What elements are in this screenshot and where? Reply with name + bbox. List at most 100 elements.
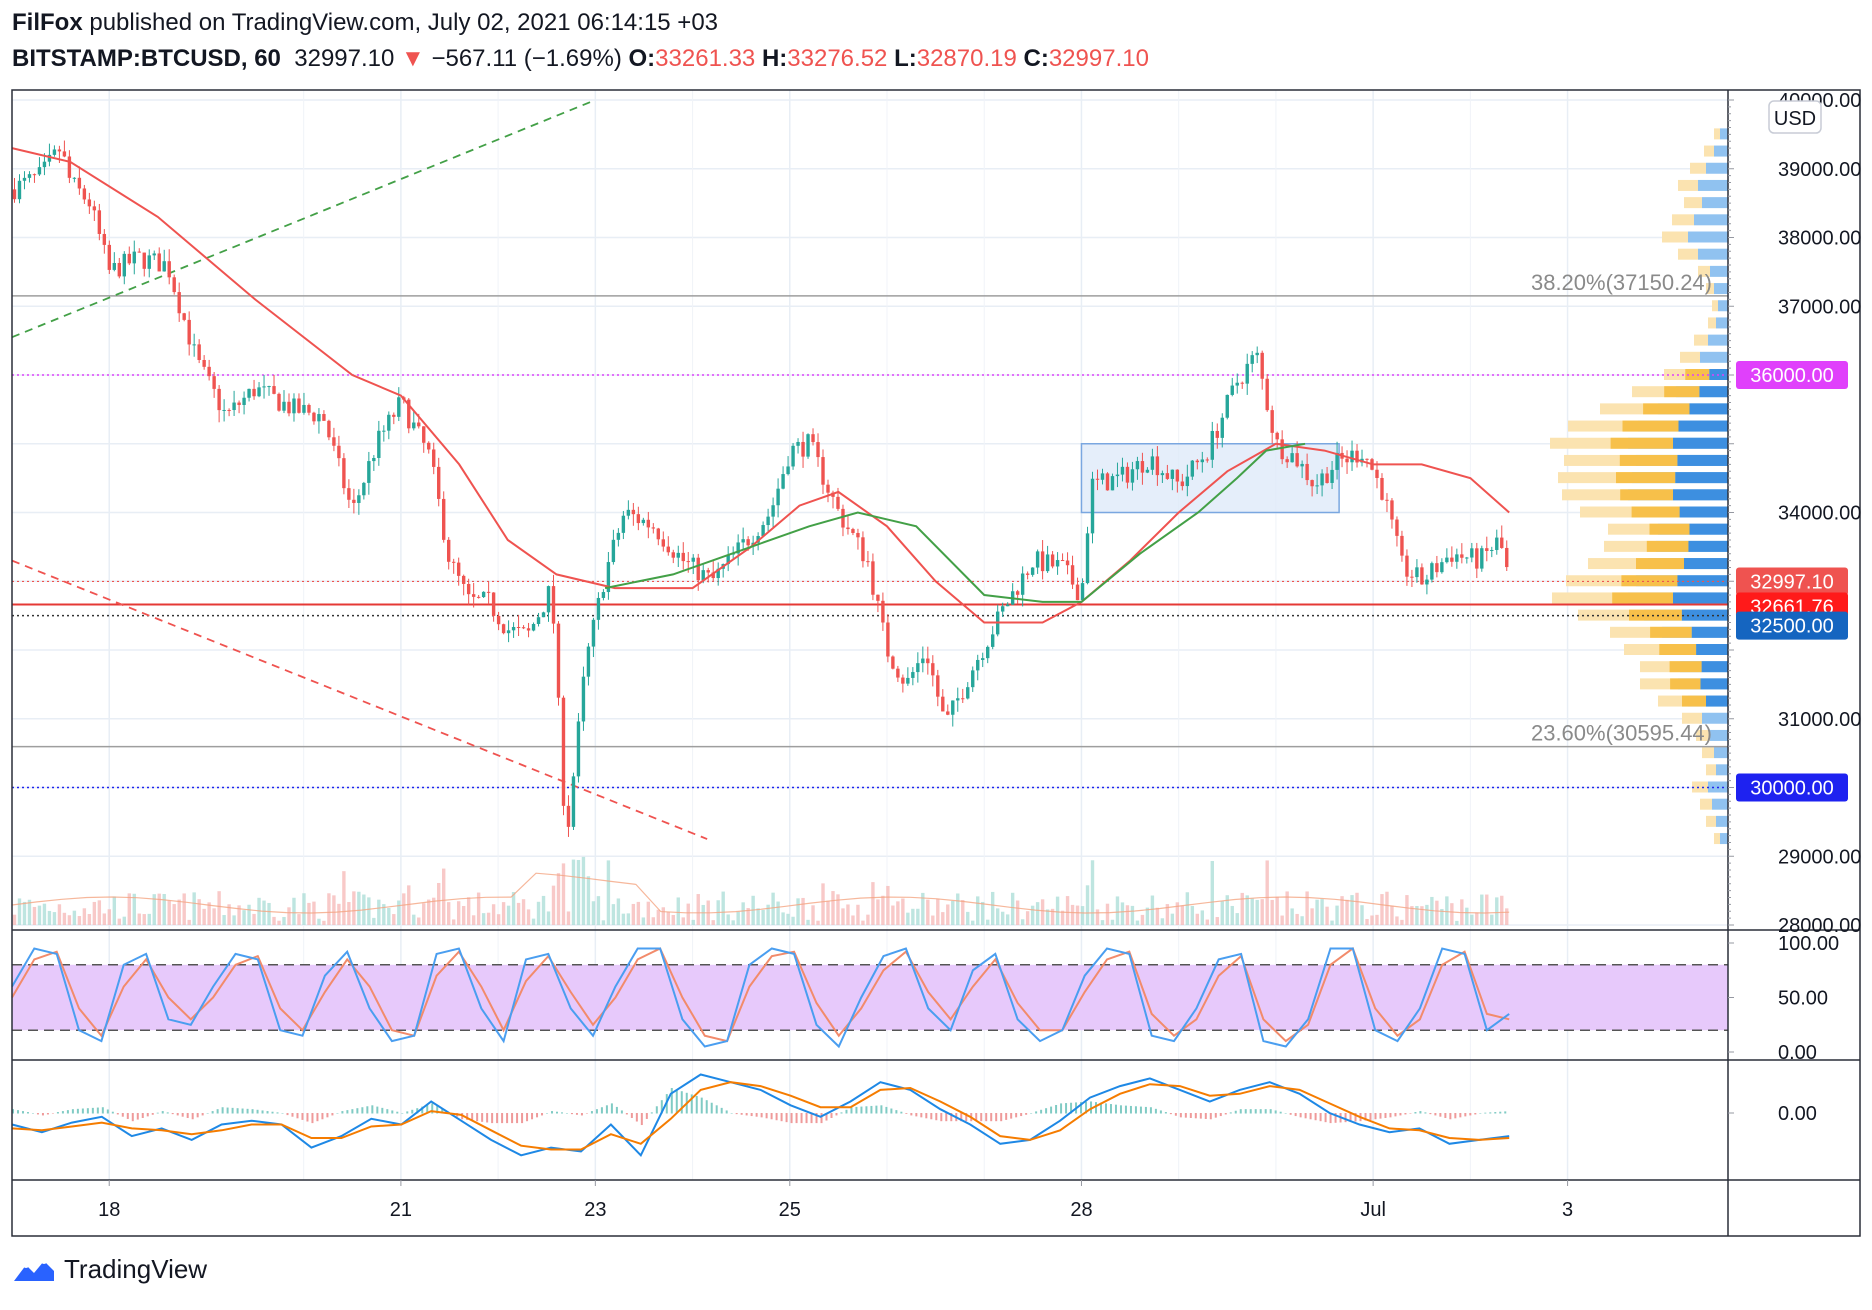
candle-body — [132, 251, 136, 264]
macd-histogram-bar — [361, 1107, 364, 1114]
candle-body — [911, 672, 915, 678]
volume-bar — [1065, 896, 1070, 925]
macd-histogram-bar — [880, 1105, 883, 1114]
macd-histogram-bar — [855, 1106, 858, 1114]
macd-histogram-bar — [281, 1113, 284, 1114]
volume-bar — [1185, 892, 1190, 925]
macd-histogram-bar — [1274, 1110, 1277, 1114]
volume-profile-value-area-up — [1688, 540, 1728, 552]
macd-histogram-bar — [980, 1113, 983, 1122]
stochastic-rsi-panel — [11, 946, 1728, 1049]
uptrend-line[interactable] — [11, 99, 596, 339]
candle-body — [706, 570, 710, 573]
stoch-rsi-band — [12, 964, 1728, 1031]
volume-bar — [676, 897, 680, 925]
volume-profile-up-bar — [1706, 162, 1728, 174]
downtrend-line[interactable] — [11, 559, 708, 840]
macd-histogram-bar — [31, 1113, 34, 1114]
brand-footer[interactable]: TradingView — [12, 1254, 207, 1285]
candle-body — [786, 466, 790, 475]
macd-histogram-bar — [995, 1113, 998, 1122]
open-value: 33261.33 — [655, 45, 756, 72]
price-chart[interactable]: 38.20%(37150.24)23.60%(30595.44) 40000.0… — [0, 0, 1872, 1240]
macd-histogram-bar — [216, 1109, 219, 1114]
macd-histogram-bar — [146, 1113, 149, 1117]
volume-profile-value-area-up — [1689, 403, 1728, 415]
macd-histogram-bar — [580, 1113, 583, 1116]
candle-body — [1215, 430, 1219, 438]
macd-histogram-bar — [1329, 1113, 1332, 1124]
candle-body — [686, 561, 690, 563]
volume-bar — [1055, 896, 1060, 925]
macd-histogram-bar — [1159, 1110, 1162, 1114]
currency-button[interactable] — [1768, 100, 1822, 134]
candle-body — [581, 676, 586, 722]
macd-histogram-bar — [1030, 1113, 1033, 1114]
symbol-label[interactable]: BITSTAMP:BTCUSD, 60 — [12, 45, 281, 72]
candle-body — [1280, 439, 1284, 460]
candle-body — [796, 441, 800, 446]
macd-histogram-bar — [331, 1113, 334, 1116]
volume-bar — [1390, 905, 1394, 925]
macd-histogram-bar — [311, 1113, 314, 1124]
volume-bar — [686, 903, 690, 925]
candle-body — [966, 687, 970, 699]
author-name[interactable]: FilFox — [12, 9, 83, 36]
macd-histogram-bar — [1095, 1102, 1098, 1114]
volume-bar — [427, 899, 431, 925]
candle-body — [901, 677, 905, 684]
volume-profile-down-bar — [1706, 764, 1716, 776]
macd-histogram-bar — [371, 1105, 374, 1114]
moving-average-red — [11, 147, 1510, 624]
volume-bar — [1385, 891, 1389, 925]
macd-histogram-bar — [1104, 1103, 1107, 1114]
macd-histogram-bar — [536, 1113, 539, 1118]
volume-bar — [122, 916, 126, 925]
volume-bar — [1180, 905, 1185, 925]
candle-body — [1045, 554, 1050, 572]
candle-body — [287, 401, 291, 414]
volume-bar — [516, 902, 521, 925]
candle-body — [1000, 606, 1005, 612]
macd-histogram-bar — [436, 1105, 439, 1114]
macd-histogram-bar — [156, 1112, 159, 1114]
macd-histogram-bar — [286, 1113, 289, 1116]
candle-body — [307, 404, 311, 413]
macd-histogram-bar — [246, 1108, 249, 1114]
volume-bar — [172, 904, 176, 925]
candle-body — [526, 628, 531, 631]
macd-histogram-bar — [111, 1111, 114, 1114]
macd-histogram-bar — [101, 1107, 104, 1114]
macd-histogram-bar — [76, 1108, 79, 1114]
candle-body — [232, 402, 236, 411]
close-label: C: — [1023, 45, 1049, 72]
volume-bar — [1315, 899, 1319, 925]
candle-body — [1030, 567, 1035, 575]
macd-histogram-bar — [845, 1109, 848, 1114]
candle-body — [1320, 473, 1324, 486]
volume-bar — [921, 892, 925, 925]
volume-bar — [1245, 895, 1249, 925]
volume-bar — [392, 914, 396, 925]
volume-profile-down-bar — [1708, 317, 1716, 329]
volume-bar — [1275, 896, 1279, 925]
macd-histogram-bar — [256, 1109, 259, 1114]
candle-body — [481, 591, 486, 598]
macd-histogram-bar — [635, 1113, 638, 1122]
volume-profile-down-bar — [1706, 283, 1714, 295]
macd-histogram-bar — [491, 1113, 494, 1124]
volume-bar — [1485, 894, 1489, 925]
price-tick-label: 28000.00 — [1778, 915, 1861, 937]
macd-histogram-bar — [1364, 1113, 1367, 1121]
macd-histogram-bar — [1444, 1113, 1447, 1118]
volume-bar — [1295, 913, 1299, 925]
volume-bar — [252, 913, 256, 925]
macd-histogram-bar — [1209, 1113, 1212, 1120]
price-tick-label: 29000.00 — [1778, 846, 1861, 868]
blue-level-tag — [1736, 773, 1848, 802]
macd-histogram-bar — [1040, 1109, 1043, 1114]
candle-body — [237, 402, 241, 405]
macd-histogram-bar — [141, 1113, 144, 1118]
volume-bar — [466, 897, 471, 925]
macd-histogram-bar — [326, 1113, 329, 1118]
